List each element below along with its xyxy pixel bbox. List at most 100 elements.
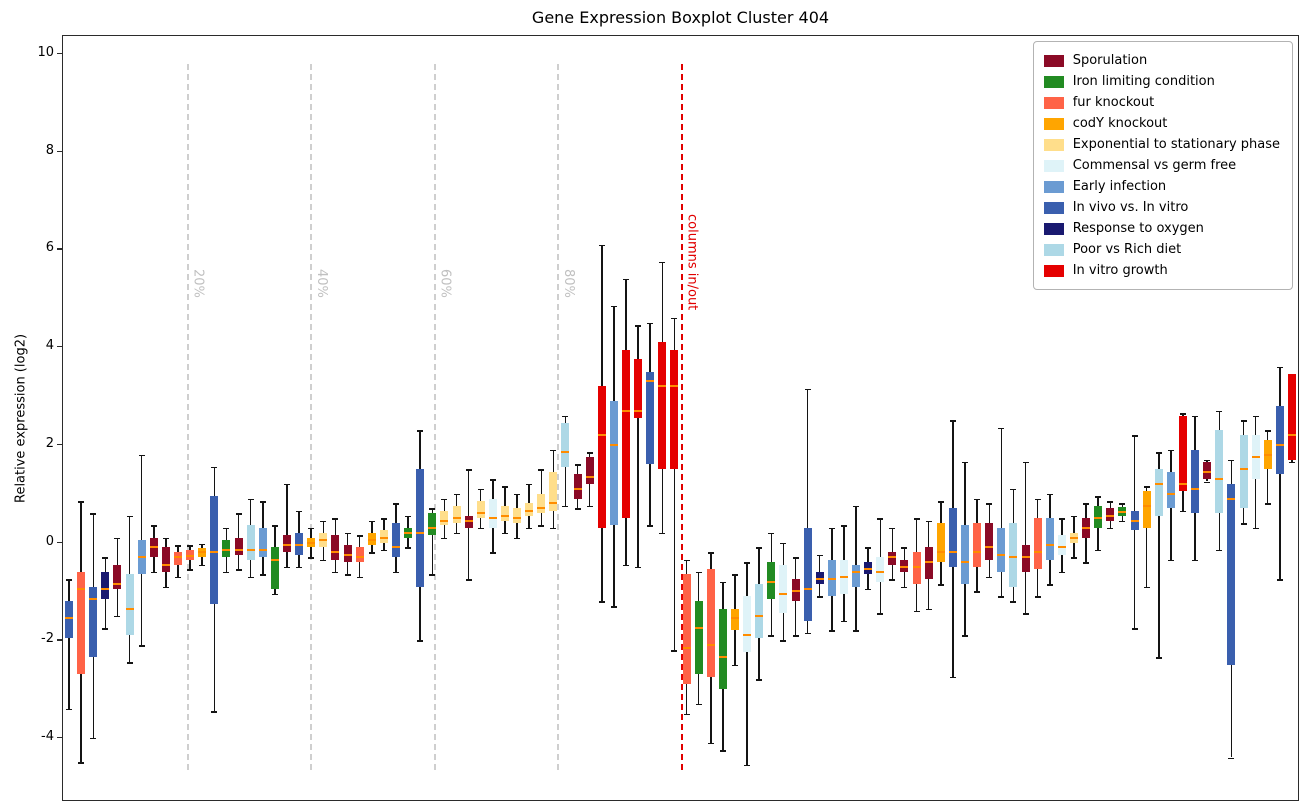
box-vitro (670, 349, 679, 470)
whisker-cap (816, 596, 823, 598)
whisker-cap (768, 635, 775, 637)
box-invivo (948, 508, 957, 567)
y-tick-mark (57, 736, 62, 739)
whisker-cap (719, 750, 726, 752)
whisker-cap (925, 520, 932, 523)
whisker-cap (683, 713, 690, 716)
box-spor (343, 545, 352, 563)
whisker-cap (1155, 657, 1162, 659)
whisker-cap (877, 613, 884, 615)
median-line (985, 546, 994, 549)
y-tick-mark (57, 150, 62, 153)
median-line (125, 607, 134, 610)
median-line (234, 548, 243, 551)
whisker-cap (78, 762, 85, 764)
whisker-cap (998, 427, 1005, 430)
median-line (476, 512, 485, 515)
median-line (948, 551, 957, 554)
legend-item-spor: Sporulation (1043, 50, 1280, 71)
legend-swatch-iron (1043, 75, 1064, 88)
legend-label: codY knockout (1072, 116, 1168, 131)
box-spor (1203, 461, 1212, 480)
percent-gridline: 60% (433, 64, 453, 770)
whisker-cap (102, 557, 109, 559)
whisker-cap (635, 566, 642, 569)
box-comm (743, 596, 752, 653)
median-line (77, 587, 86, 590)
whisker-cap (501, 486, 508, 488)
y-tick-mark (57, 53, 62, 55)
box-spor (791, 579, 800, 602)
whisker-cap (356, 576, 363, 579)
whisker-cap (840, 620, 847, 623)
median-line (1033, 551, 1042, 554)
whisker-cap (804, 632, 811, 635)
box-exp (476, 501, 485, 519)
box-vitro (597, 386, 606, 528)
box-diet (246, 525, 255, 560)
box-diet (1154, 469, 1163, 516)
legend-label: Commensal vs germ free (1072, 158, 1237, 173)
whisker-cap (514, 493, 521, 496)
columns-divider-label: columns in/out (684, 214, 700, 311)
box-iron (222, 540, 231, 558)
whisker-cap (1143, 486, 1150, 488)
whisker-cap (695, 703, 702, 706)
box-diet (1239, 435, 1248, 509)
whisker-cap (150, 525, 157, 527)
median-line (488, 517, 497, 520)
legend-swatch-spor (1043, 54, 1064, 67)
median-line (791, 590, 800, 593)
whisker-cap (913, 518, 920, 520)
whisker-cap (1288, 461, 1295, 464)
box-early (852, 564, 861, 587)
legend-label: Iron limiting condition (1072, 74, 1215, 89)
box-fur (706, 569, 715, 677)
whisker-cap (550, 527, 557, 530)
legend-item-oxy: Response to oxygen (1043, 218, 1280, 239)
whisker-cap (695, 571, 702, 574)
whisker-cap (526, 527, 533, 530)
box-fur (186, 549, 195, 560)
whisker-cap (937, 584, 944, 586)
legend-label: In vivo vs. In vitro (1072, 200, 1189, 215)
whisker-cap (344, 574, 351, 576)
median-line (803, 587, 812, 590)
box-vitro (1287, 374, 1296, 460)
median-line (549, 502, 558, 505)
whisker-cap (1058, 518, 1065, 520)
box-exp (440, 510, 449, 526)
median-line (997, 553, 1006, 556)
median-line (1263, 453, 1272, 456)
median-line (65, 617, 74, 620)
whisker-cap (1228, 757, 1235, 759)
legend-item-invivo: In vivo vs. In vitro (1043, 197, 1280, 218)
whisker-cap (877, 518, 884, 520)
whisker-cap (1046, 584, 1053, 586)
median-line (513, 517, 522, 520)
median-line (537, 507, 546, 510)
whisker-cap (175, 545, 182, 547)
median-line (839, 575, 848, 578)
y-tick-label: 8 (45, 142, 54, 158)
legend-label: Early infection (1072, 179, 1167, 194)
y-tick-label: 2 (45, 435, 54, 451)
median-line (1082, 526, 1091, 529)
whisker-cap (671, 317, 678, 320)
whisker-cap (114, 537, 121, 540)
box-cody (1142, 491, 1151, 528)
whisker-cap (647, 322, 654, 325)
whisker-cap (828, 527, 835, 530)
whisker-cap (344, 532, 351, 535)
y-tick-mark (57, 541, 62, 543)
whisker-cap (417, 640, 424, 642)
median-line (670, 385, 679, 388)
median-line (973, 551, 982, 554)
whisker-cap (780, 542, 787, 545)
whisker-cap (320, 559, 327, 562)
whisker-cap (949, 676, 956, 679)
whisker-cap (162, 537, 169, 540)
whisker-cap (598, 244, 605, 247)
box-cody (367, 532, 376, 545)
whisker-cap (719, 581, 726, 584)
